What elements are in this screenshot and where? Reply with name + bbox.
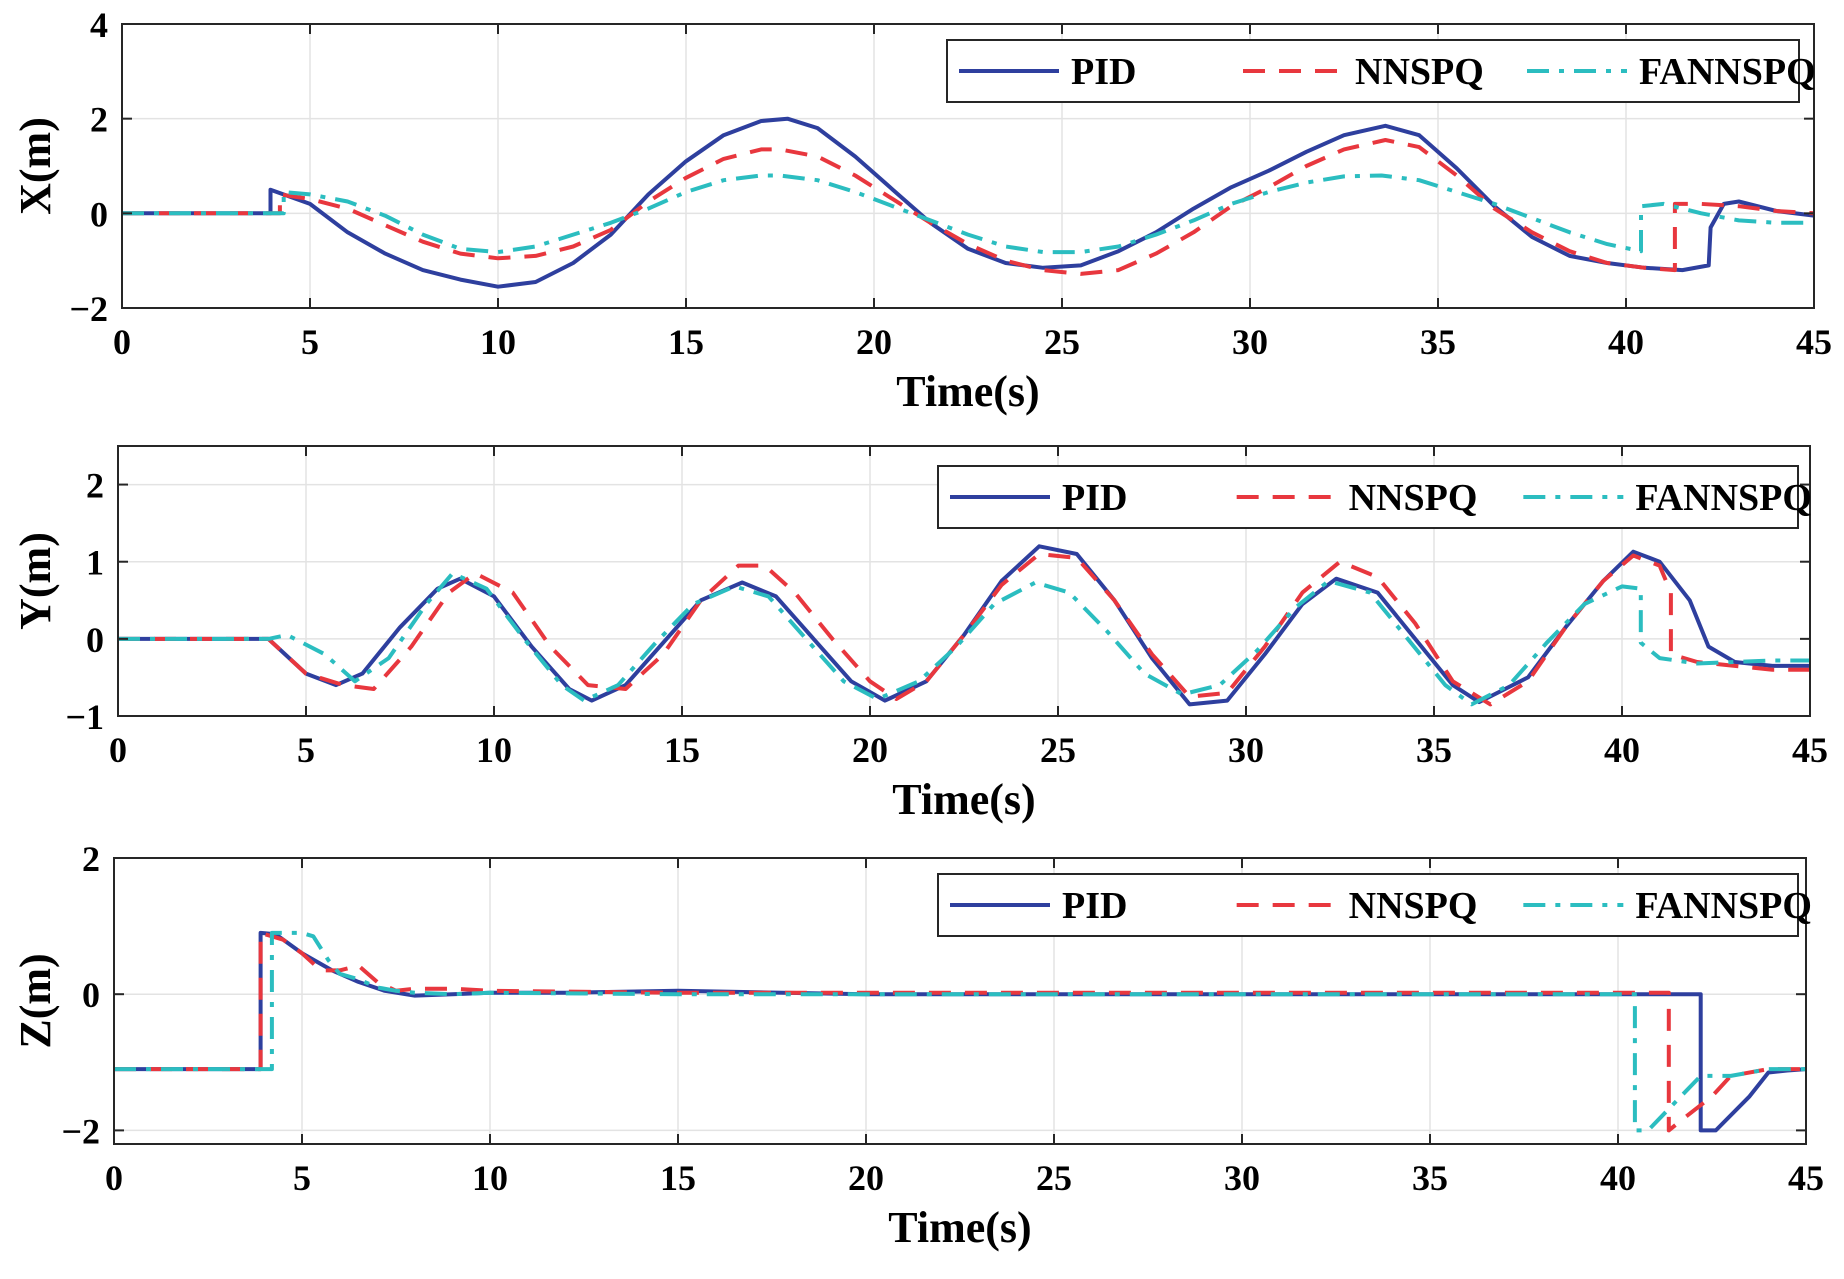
x-tick-label: 15 bbox=[668, 322, 704, 362]
axes-box bbox=[117, 445, 1811, 717]
x-tick-label: 25 bbox=[1040, 730, 1076, 770]
y-tick-label: 0 bbox=[90, 194, 108, 234]
legend-label-nnspq: NNSPQ bbox=[1349, 885, 1478, 927]
x-tick-label: 0 bbox=[105, 1158, 123, 1198]
x-tick-label: 40 bbox=[1600, 1158, 1636, 1198]
series-line-pid bbox=[122, 116, 1814, 289]
x-tick-label: 20 bbox=[856, 322, 892, 362]
x-tick-label: 30 bbox=[1232, 322, 1268, 362]
legend: PID NNSPQ FANNSPQ bbox=[937, 873, 1812, 937]
x-tick-label: 15 bbox=[660, 1158, 696, 1198]
y-tick-label: 0 bbox=[86, 620, 104, 660]
legend: PID NNSPQ FANNSPQ bbox=[946, 39, 1816, 103]
legend-label-pid: PID bbox=[1071, 51, 1136, 93]
x-tick-label: 10 bbox=[476, 730, 512, 770]
x-tick-label: 40 bbox=[1604, 730, 1640, 770]
x-tick-label: 0 bbox=[113, 322, 131, 362]
x-tick-label: 40 bbox=[1608, 322, 1644, 362]
y-axis-label: Y(m) bbox=[11, 532, 60, 630]
series-group bbox=[122, 116, 1814, 289]
x-tick-label: 45 bbox=[1788, 1158, 1824, 1198]
y-tick-label: 2 bbox=[86, 466, 104, 506]
x-tick-label: 15 bbox=[664, 730, 700, 770]
y-tick-label: −2 bbox=[61, 1111, 100, 1151]
x-axis-label: Time(s) bbox=[896, 367, 1039, 416]
y-tick-label: −1 bbox=[65, 697, 104, 737]
x-tick-label: 5 bbox=[297, 730, 315, 770]
x-axis-label: Time(s) bbox=[892, 775, 1035, 824]
x-axis-label: Time(s) bbox=[888, 1203, 1031, 1252]
series-group bbox=[118, 544, 1810, 707]
y-tick-label: 2 bbox=[90, 100, 108, 140]
x-tick-label: 0 bbox=[109, 730, 127, 770]
x-tick-label: 25 bbox=[1036, 1158, 1072, 1198]
series-line-nnspq bbox=[122, 138, 1814, 276]
legend-label-pid: PID bbox=[1062, 885, 1127, 927]
x-tick-label: 5 bbox=[301, 322, 319, 362]
legend-label-fannspq: FANNSPQ bbox=[1635, 885, 1812, 927]
axes-box bbox=[121, 23, 1815, 309]
x-tick-label: 5 bbox=[293, 1158, 311, 1198]
x-tick-label: 20 bbox=[852, 730, 888, 770]
series-line-fannspq bbox=[114, 930, 1806, 1133]
y-tick-label: −2 bbox=[69, 289, 108, 329]
x-tick-label: 30 bbox=[1228, 730, 1264, 770]
x-tick-label: 25 bbox=[1044, 322, 1080, 362]
legend-label-fannspq: FANNSPQ bbox=[1635, 477, 1812, 519]
legend-box bbox=[937, 465, 1799, 529]
x-tick-label: 35 bbox=[1416, 730, 1452, 770]
legend-box bbox=[946, 39, 1800, 103]
x-tick-label: 30 bbox=[1224, 1158, 1260, 1198]
legend-label-nnspq: NNSPQ bbox=[1349, 477, 1478, 519]
x-tick-label: 35 bbox=[1412, 1158, 1448, 1198]
x-tick-label: 10 bbox=[472, 1158, 508, 1198]
x-tick-label: 35 bbox=[1420, 322, 1456, 362]
x-tick-label: 20 bbox=[848, 1158, 884, 1198]
x-tick-label: 45 bbox=[1792, 730, 1828, 770]
legend-box bbox=[937, 873, 1799, 937]
x-tick-label: 10 bbox=[480, 322, 516, 362]
legend-label-pid: PID bbox=[1062, 477, 1127, 519]
series-line-fannspq bbox=[122, 173, 1814, 255]
x-tick-label: 45 bbox=[1796, 322, 1832, 362]
legend-label-fannspq: FANNSPQ bbox=[1639, 51, 1816, 93]
legend-label-nnspq: NNSPQ bbox=[1355, 51, 1484, 93]
y-tick-label: 4 bbox=[90, 5, 108, 45]
axes-box bbox=[113, 857, 1807, 1145]
legend: PID NNSPQ FANNSPQ bbox=[937, 465, 1812, 529]
y-axis-label: Z(m) bbox=[11, 953, 60, 1048]
y-tick-label: 2 bbox=[82, 839, 100, 879]
y-axis-label: X(m) bbox=[11, 117, 60, 215]
series-group bbox=[114, 930, 1806, 1133]
y-tick-label: 0 bbox=[82, 975, 100, 1015]
y-tick-label: 1 bbox=[86, 543, 104, 583]
series-line-fannspq bbox=[118, 571, 1810, 707]
